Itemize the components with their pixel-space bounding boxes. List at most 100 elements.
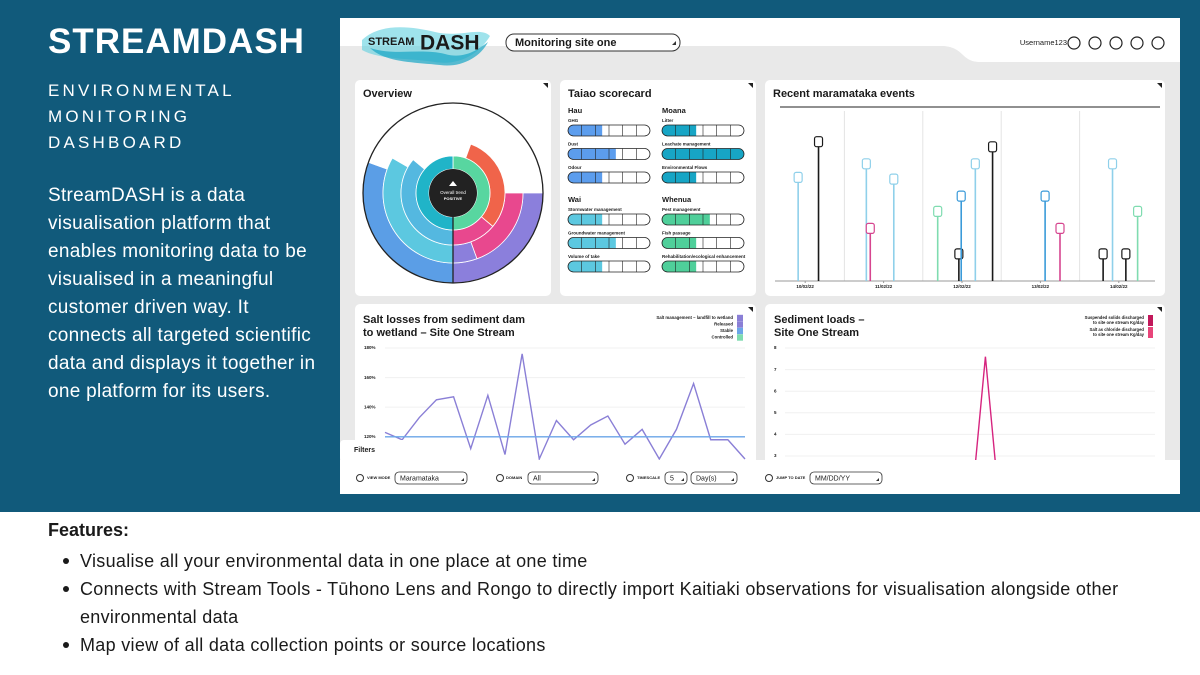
legend-label: Salt management – landfill to wetland (656, 315, 733, 320)
score-label: Odour (568, 165, 582, 170)
bar-outline (661, 260, 745, 273)
filter-tab-label: Filters (354, 447, 375, 454)
feature-item: Map view of all data collection points o… (63, 631, 1178, 659)
bar-outline (567, 213, 651, 226)
x-tick-label: 14/02/22 (1110, 284, 1128, 289)
filter-label: VIEW MODE (367, 475, 391, 480)
legend-label: Suspended solids discharged (1085, 315, 1145, 320)
event-icon (889, 173, 899, 185)
y-tick-label: 6 (774, 388, 777, 393)
filter-label: DOMAIN (506, 475, 522, 480)
header-icon[interactable] (1130, 36, 1144, 50)
score-bar (568, 125, 603, 136)
features: Features: Visualise all your environment… (48, 520, 1178, 659)
legend-label: Controlled (712, 335, 734, 340)
filter-value: Day(s) (696, 475, 717, 482)
y-tick-label: 8 (774, 345, 777, 350)
filter-value: All (533, 475, 541, 482)
legend-label: to site one stream Kg/day (1093, 332, 1145, 337)
username: Username123 (1020, 38, 1067, 47)
panel-corner (748, 307, 753, 312)
score-bar (662, 261, 697, 272)
x-tick-label: 12/02/22 (953, 284, 971, 289)
event-icon (1098, 248, 1108, 260)
x-tick-label: 11/02/22 (875, 284, 893, 289)
panel-corner (1157, 307, 1162, 312)
y-tick-label: 3 (774, 453, 777, 458)
page-subtitle: ENVIRONMENTAL MONITORING DASHBOARD (48, 81, 235, 152)
features-title: Features: (48, 520, 130, 540)
salt-panel (355, 304, 756, 494)
panel-title: Sediment loads – (774, 314, 864, 326)
filter-bar (340, 460, 1180, 494)
filter-select[interactable] (527, 471, 599, 485)
group-name: Whenua (662, 195, 692, 204)
event-icon (813, 136, 824, 148)
filter-icon (626, 474, 634, 482)
panel-corner (1157, 83, 1162, 88)
event-icon (861, 158, 871, 170)
header-icon[interactable] (1109, 36, 1123, 50)
bar-outline (661, 171, 745, 184)
site-select-value: Monitoring site one (515, 37, 616, 49)
score-label: Environmental Flows (662, 165, 708, 170)
x-tick-label: 13/02/22 (1032, 284, 1050, 289)
legend-swatch (737, 321, 743, 328)
group-name: Hau (568, 106, 583, 115)
panel-corner (748, 83, 753, 88)
legend-swatch (737, 314, 743, 322)
event-icon (1040, 190, 1050, 202)
panel-title: to wetland – Site One Stream (363, 327, 515, 339)
header-icon[interactable] (1067, 36, 1081, 50)
select-caret (592, 478, 595, 481)
filter-icon (765, 474, 773, 482)
logo-wave (370, 42, 488, 66)
y-tick-label: 4 (774, 432, 777, 437)
feature-item: Visualise all your environmental data in… (63, 547, 1178, 575)
event-icon (793, 171, 803, 183)
score-label: Groundwater management (568, 231, 626, 236)
event-icon (933, 205, 943, 217)
dashboard-screenshot: STREAM DASH Monitoring site one Username123… (340, 18, 1180, 494)
header-icon[interactable] (1088, 36, 1102, 50)
event-icon (1055, 222, 1065, 234)
filter-select[interactable] (664, 471, 688, 485)
score-label: Dust (568, 142, 579, 147)
header-icon[interactable] (1151, 36, 1165, 50)
trend-arrow (449, 181, 457, 186)
sediment-panel (765, 304, 1165, 494)
event-icon (1121, 248, 1131, 260)
event-icon (1133, 205, 1143, 217)
y-tick-label: 160% (364, 375, 376, 380)
filter-value: Maramataka (400, 475, 439, 482)
filter-select[interactable] (690, 471, 738, 485)
bar-outline (661, 237, 745, 249)
panel-title: Overview (363, 88, 412, 100)
logo-dash: DASH (420, 32, 480, 55)
bar-outline (567, 148, 651, 160)
bar-outline (567, 237, 651, 249)
score-label: Fish passage (662, 231, 691, 236)
score-label: Leachate management (662, 142, 711, 147)
bar-outline (567, 124, 651, 137)
score-bar (568, 214, 603, 225)
event-icon (1107, 158, 1118, 170)
score-bar (662, 237, 697, 249)
filter-select[interactable] (809, 471, 883, 485)
ring-segment (415, 155, 454, 231)
site-select[interactable] (505, 33, 681, 52)
bar-outline (661, 124, 745, 137)
page-title: STREAMDASH (48, 22, 305, 61)
filter-select[interactable] (394, 471, 468, 485)
score-bar (568, 261, 603, 272)
legend-swatch (1148, 327, 1153, 338)
score-label: Volume of take (568, 254, 600, 259)
center-disc (429, 169, 477, 217)
score-label: GHG (568, 118, 579, 123)
event-icon (956, 190, 966, 202)
group-name: Wai (568, 195, 581, 204)
y-tick-label: 180% (364, 345, 376, 350)
legend-label: Released (714, 322, 733, 327)
score-label: Litter (662, 118, 673, 123)
event-icon (987, 141, 998, 153)
